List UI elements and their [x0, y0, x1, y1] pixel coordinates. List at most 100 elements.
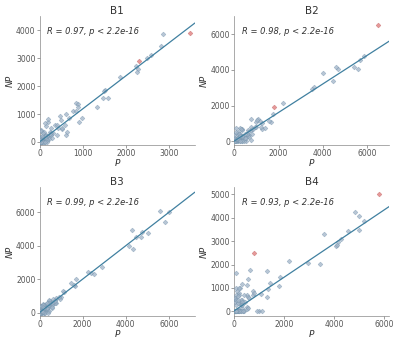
Point — [247, 267, 253, 273]
Point — [234, 138, 240, 143]
Point — [43, 301, 49, 306]
Point — [257, 124, 264, 129]
Point — [238, 297, 244, 302]
Point — [144, 55, 150, 61]
Y-axis label: NP: NP — [6, 75, 14, 87]
Point — [247, 116, 254, 122]
Point — [38, 127, 44, 133]
Point — [232, 138, 238, 144]
Point — [132, 64, 139, 69]
Point — [37, 139, 43, 145]
Point — [242, 131, 249, 137]
Point — [238, 135, 244, 140]
Point — [39, 309, 46, 315]
Point — [237, 308, 244, 314]
Point — [239, 302, 245, 308]
Point — [233, 308, 240, 314]
Point — [39, 135, 46, 140]
Point — [42, 138, 48, 144]
Point — [39, 309, 45, 315]
Point — [37, 308, 44, 314]
Point — [41, 135, 47, 140]
Point — [245, 128, 252, 133]
Point — [320, 70, 326, 76]
Point — [235, 137, 241, 143]
Point — [101, 88, 107, 94]
Point — [44, 306, 50, 312]
Point — [48, 302, 55, 308]
Point — [265, 119, 272, 124]
Point — [74, 105, 81, 110]
Point — [239, 306, 245, 311]
Point — [251, 250, 258, 256]
Point — [37, 137, 44, 142]
Point — [41, 139, 47, 145]
Point — [70, 283, 77, 288]
Point — [236, 308, 242, 314]
Point — [40, 304, 46, 309]
Point — [37, 310, 44, 315]
Point — [36, 138, 43, 144]
X-axis label: P: P — [114, 159, 120, 168]
Point — [232, 138, 238, 144]
Point — [234, 308, 241, 314]
Point — [41, 120, 48, 126]
Point — [247, 138, 254, 143]
Point — [233, 137, 239, 143]
Point — [237, 134, 244, 139]
Point — [237, 131, 243, 137]
Point — [250, 288, 256, 294]
Point — [55, 294, 62, 299]
Point — [243, 138, 249, 144]
Point — [158, 43, 164, 48]
Point — [48, 125, 54, 131]
Point — [233, 298, 240, 303]
Point — [236, 125, 243, 131]
Point — [40, 139, 46, 145]
Point — [59, 126, 66, 132]
Point — [52, 295, 59, 300]
Point — [239, 299, 245, 304]
Point — [333, 243, 339, 248]
Point — [46, 303, 52, 308]
Point — [266, 280, 273, 286]
Point — [235, 138, 242, 143]
Point — [66, 115, 72, 121]
Point — [38, 139, 44, 145]
Point — [40, 305, 47, 311]
Point — [235, 136, 241, 141]
Point — [242, 299, 249, 304]
Point — [244, 129, 251, 135]
Point — [41, 306, 47, 312]
Point — [58, 118, 64, 123]
Point — [246, 132, 252, 138]
Point — [248, 127, 255, 133]
Y-axis label: NP: NP — [200, 75, 209, 87]
Point — [38, 139, 44, 145]
Point — [235, 308, 242, 314]
Point — [264, 268, 270, 273]
Point — [258, 120, 265, 125]
Point — [50, 130, 56, 136]
Point — [240, 292, 247, 298]
Point — [232, 308, 238, 314]
Point — [232, 137, 238, 142]
Point — [254, 118, 260, 123]
Point — [64, 129, 70, 134]
Point — [144, 230, 151, 236]
Point — [38, 308, 44, 314]
Point — [236, 135, 242, 141]
Point — [36, 137, 43, 143]
Point — [234, 138, 240, 144]
Point — [40, 134, 46, 139]
Point — [75, 101, 81, 106]
Point — [138, 234, 144, 239]
Point — [40, 130, 46, 135]
Point — [234, 135, 241, 141]
Point — [38, 135, 44, 140]
Point — [236, 131, 242, 137]
Point — [233, 270, 240, 276]
Point — [259, 308, 266, 314]
Point — [48, 132, 54, 138]
Point — [44, 306, 50, 311]
